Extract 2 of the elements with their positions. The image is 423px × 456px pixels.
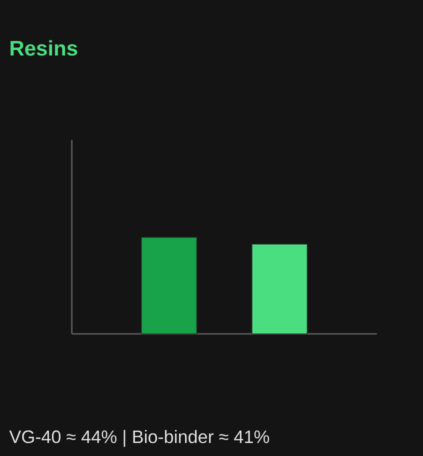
chart-title: Resins	[10, 40, 78, 56]
text: VG-40 ≈ 44% | Bio-binder ≈ 41%	[9, 430, 270, 447]
